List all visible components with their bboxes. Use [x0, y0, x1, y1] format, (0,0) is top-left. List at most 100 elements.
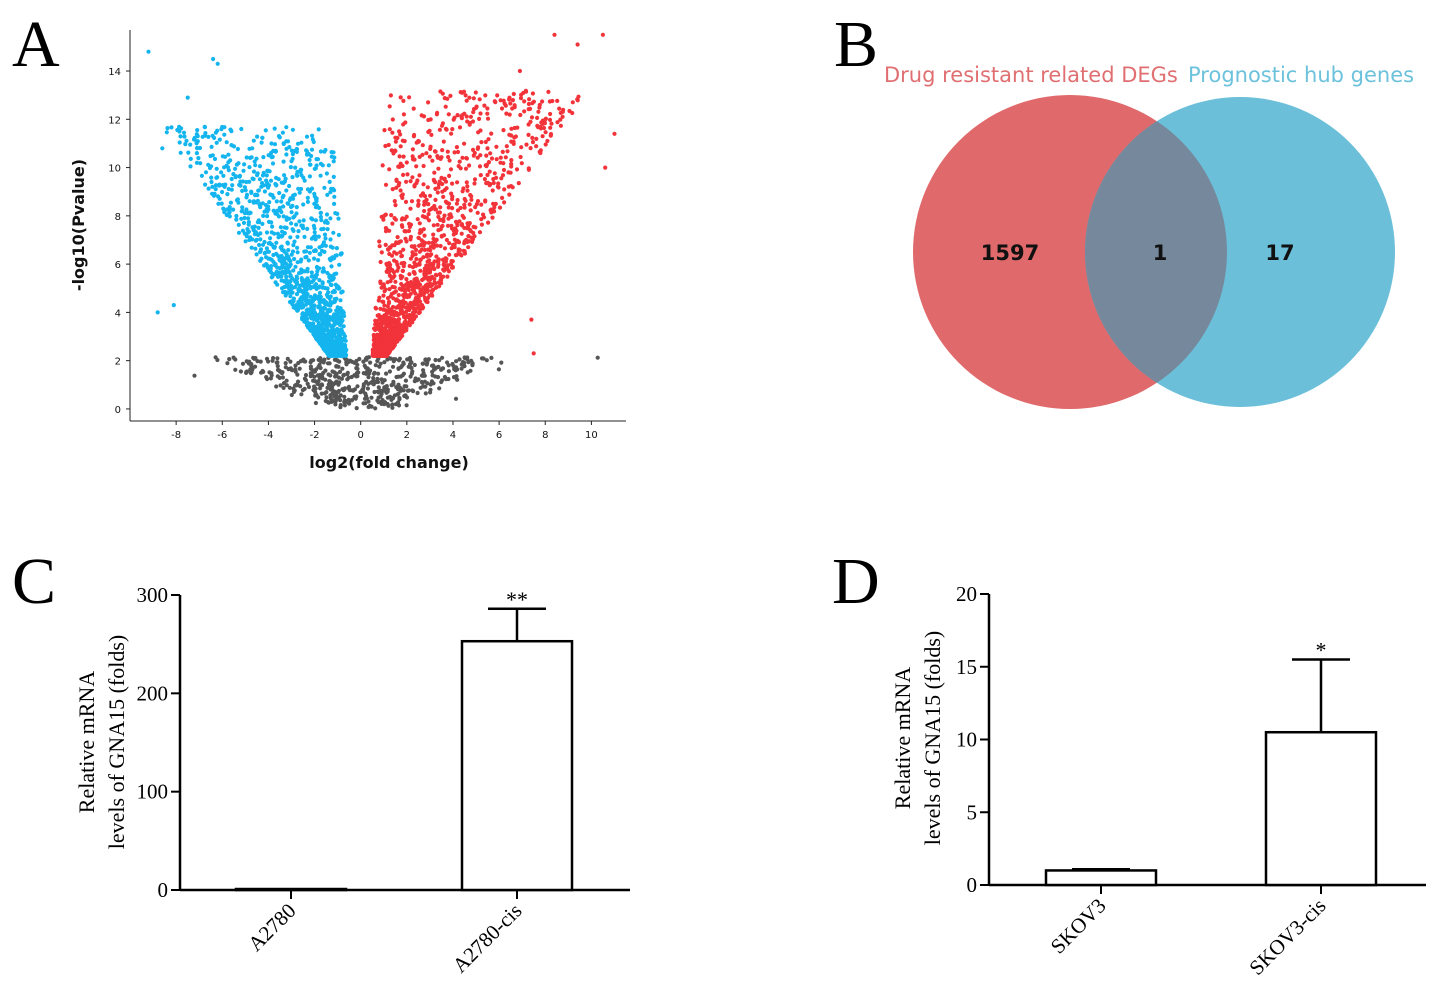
volcano-point-up	[477, 164, 483, 169]
volcano-point-up	[420, 143, 425, 148]
volcano-point-up	[549, 121, 554, 126]
volcano-point-up	[433, 207, 438, 212]
volcano-point-up	[504, 111, 509, 116]
volcano-point-up	[376, 313, 381, 318]
volcano-point-down	[331, 323, 336, 328]
volcano-point-up	[464, 156, 469, 161]
volcano-point-nonsig	[418, 385, 423, 390]
volcano-point-down	[211, 193, 217, 198]
volcano-point-up	[427, 293, 432, 298]
volcano-point-down	[264, 173, 269, 178]
volcano-point-up	[475, 146, 480, 151]
volcano-point-up	[412, 184, 417, 189]
volcano-point-outlier	[552, 32, 557, 37]
volcano-point-down	[276, 177, 281, 182]
volcano-point-up	[441, 233, 447, 238]
volcano-point-up	[435, 190, 440, 195]
volcano-point-up	[543, 142, 548, 147]
volcano-point-nonsig	[354, 394, 359, 399]
volcano-point-nonsig	[372, 370, 377, 375]
volcano-point-up	[447, 252, 452, 257]
volcano-point-down	[265, 265, 270, 270]
volcano-point-nonsig	[437, 358, 442, 363]
volcano-point-up	[407, 95, 412, 100]
volcano-point-up	[570, 100, 575, 105]
volcano-point-nonsig	[355, 384, 360, 389]
volcano-point-down	[261, 155, 266, 160]
volcano-point-up	[436, 228, 441, 233]
volcano-point-up	[403, 315, 408, 320]
volcano-point-down	[291, 228, 296, 233]
volcano-point-down	[303, 249, 309, 254]
volcano-point-down	[289, 252, 294, 257]
volcano-point-down	[178, 150, 183, 155]
volcano-point-down	[299, 186, 304, 192]
volcano-point-up	[479, 140, 484, 145]
volcano-point-nonsig	[425, 381, 430, 386]
volcano-point-nonsig	[431, 381, 436, 386]
volcano-point-up	[429, 132, 434, 137]
bar-d-y-ticks: 0 5 10 15 20	[956, 582, 989, 897]
volcano-point-up	[381, 334, 386, 339]
volcano-point-up	[422, 266, 427, 271]
volcano-point-down	[228, 158, 233, 163]
volcano-point-up	[446, 205, 451, 210]
volcano-point-down	[230, 183, 235, 188]
volcano-point-nonsig	[376, 385, 381, 390]
volcano-point-up	[378, 281, 383, 286]
volcano-point-down	[314, 317, 319, 322]
volcano-point-up	[417, 173, 422, 178]
volcano-point-up	[450, 206, 455, 211]
volcano-point-down	[298, 259, 303, 264]
volcano-point-down	[268, 178, 274, 183]
volcano-point-nonsig	[287, 385, 292, 390]
volcano-point-up	[421, 243, 426, 248]
volcano-point-up	[377, 244, 382, 249]
volcano-point-down	[259, 184, 264, 189]
volcano-point-down	[297, 190, 302, 195]
volcano-point-down	[266, 256, 271, 261]
volcano-point-down	[288, 165, 293, 170]
volcano-point-up	[413, 291, 418, 296]
volcano-point-up	[540, 99, 545, 104]
volcano-point-down	[313, 205, 318, 210]
volcano-point-up	[441, 139, 446, 144]
volcano-point-down	[305, 325, 311, 330]
volcano-point-down	[255, 220, 260, 225]
volcano-point-down	[272, 142, 278, 147]
volcano-point-up	[468, 114, 473, 119]
volcano-point-nonsig	[396, 366, 401, 371]
volcano-point-nonsig	[275, 356, 280, 361]
volcano-point-down	[329, 186, 334, 191]
volcano-points	[146, 32, 617, 411]
volcano-point-up	[477, 116, 482, 121]
volcano-point-down	[289, 300, 294, 305]
volcano-point-up	[401, 112, 406, 117]
volcano-point-down	[318, 149, 323, 154]
volcano-point-down	[323, 345, 328, 351]
volcano-point-nonsig	[422, 373, 427, 378]
volcano-point-up	[405, 281, 410, 286]
volcano-point-down	[332, 201, 337, 206]
volcano-x-tick-label: -8	[171, 430, 181, 441]
volcano-point-up	[441, 194, 446, 199]
volcano-point-up	[383, 353, 388, 358]
volcano-point-down	[203, 182, 208, 187]
volcano-point-nonsig	[496, 367, 501, 372]
volcano-point-up	[498, 160, 503, 165]
volcano-point-up	[449, 131, 454, 136]
volcano-point-down	[263, 128, 268, 133]
volcano-point-nonsig	[342, 387, 347, 392]
volcano-point-down	[239, 216, 244, 221]
volcano-point-outlier	[603, 165, 608, 170]
volcano-point-down	[320, 310, 325, 315]
volcano-point-down	[233, 166, 238, 171]
volcano-point-up	[411, 316, 417, 322]
volcano-point-up	[439, 276, 444, 281]
volcano-point-up	[537, 102, 542, 107]
volcano-point-down	[323, 286, 328, 291]
volcano-point-down	[328, 244, 333, 249]
volcano-point-down	[279, 274, 284, 279]
volcano-point-down	[310, 311, 315, 316]
volcano-point-up	[524, 142, 529, 147]
